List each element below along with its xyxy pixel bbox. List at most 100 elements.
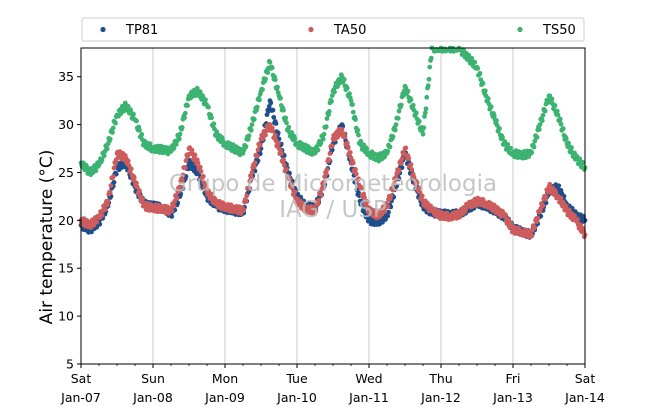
data-point — [192, 152, 198, 158]
data-point — [134, 184, 140, 190]
data-point — [380, 219, 385, 225]
data-point — [491, 113, 497, 119]
data-point — [248, 174, 254, 180]
data-point — [531, 144, 537, 150]
data-point — [177, 131, 183, 137]
data-point — [556, 183, 562, 189]
data-point — [171, 145, 177, 151]
data-point — [385, 213, 391, 219]
data-point — [284, 120, 289, 126]
data-point — [575, 217, 580, 222]
data-point — [485, 96, 491, 101]
y-tick-label: 25 — [58, 165, 74, 180]
data-point — [356, 132, 361, 138]
data-point — [344, 140, 350, 146]
data-point — [534, 134, 540, 140]
data-point — [416, 119, 422, 124]
data-point — [171, 203, 177, 209]
legend-label-ts50: TS50 — [542, 23, 576, 38]
data-point — [327, 151, 333, 157]
watermark-line-1: Grupo de Micrometeorologia — [169, 171, 497, 197]
data-point — [422, 110, 428, 116]
data-point — [113, 160, 118, 166]
data-point — [255, 147, 261, 153]
data-point — [353, 117, 358, 122]
data-point — [99, 157, 105, 163]
data-point — [287, 176, 292, 182]
data-point — [318, 140, 324, 145]
data-point — [111, 165, 117, 171]
data-point — [488, 104, 494, 110]
data-point — [426, 76, 432, 82]
data-point — [271, 114, 277, 120]
data-point — [107, 190, 113, 195]
data-point — [398, 161, 404, 167]
data-point — [248, 127, 254, 133]
data-point — [396, 108, 402, 114]
data-point — [472, 59, 478, 65]
x-tick-label-date: Jan-10 — [276, 390, 317, 405]
data-point — [214, 129, 220, 135]
data-point — [417, 189, 423, 195]
data-point — [257, 142, 263, 148]
data-point — [139, 132, 145, 137]
series-ta50 — [78, 121, 588, 240]
data-point — [245, 136, 251, 142]
data-point — [386, 209, 391, 215]
data-point — [427, 64, 433, 70]
data-point — [102, 207, 108, 213]
data-point — [281, 157, 286, 163]
data-point — [110, 125, 116, 131]
data-point — [203, 97, 208, 103]
data-point — [108, 183, 114, 189]
data-point — [244, 193, 250, 199]
data-point — [273, 121, 279, 126]
data-point — [532, 225, 538, 230]
data-point — [243, 144, 249, 149]
data-point — [385, 204, 391, 210]
data-point — [494, 118, 499, 123]
data-point — [425, 83, 431, 89]
data-point — [353, 167, 358, 172]
legend: TP81 TA50 TS50 — [81, 17, 585, 42]
data-point — [179, 124, 185, 130]
data-point — [364, 146, 370, 152]
data-point — [99, 213, 105, 218]
data-point — [203, 184, 209, 189]
data-point — [197, 89, 203, 95]
data-point — [406, 156, 412, 161]
data-point — [105, 198, 111, 204]
data-point — [316, 197, 322, 203]
data-point — [110, 130, 115, 135]
data-point — [137, 127, 142, 133]
data-point — [268, 100, 274, 106]
data-point — [539, 118, 545, 124]
data-point — [350, 160, 356, 166]
data-point — [560, 126, 566, 131]
data-point — [388, 193, 394, 199]
data-point — [552, 103, 558, 108]
data-point — [269, 65, 275, 71]
data-point — [350, 109, 356, 115]
data-point — [111, 179, 117, 185]
data-point — [391, 182, 397, 188]
data-point — [419, 193, 425, 199]
data-point — [289, 130, 295, 136]
data-point — [329, 98, 334, 104]
data-point — [270, 107, 276, 113]
data-point — [292, 136, 298, 142]
data-point — [416, 185, 422, 191]
y-axis: 5 10 15 20 25 30 35 — [58, 69, 81, 372]
data-point — [563, 136, 569, 142]
x-tick-label-day: Thu — [428, 371, 452, 386]
data-point — [385, 148, 391, 154]
data-point — [182, 115, 187, 121]
data-point — [318, 192, 324, 198]
data-point — [195, 160, 201, 166]
data-point — [383, 217, 388, 222]
x-tick-label-date: Jan-07 — [60, 390, 101, 405]
data-point — [246, 133, 252, 139]
x-tick-label-day: Sat — [575, 371, 596, 386]
data-point — [241, 207, 247, 213]
